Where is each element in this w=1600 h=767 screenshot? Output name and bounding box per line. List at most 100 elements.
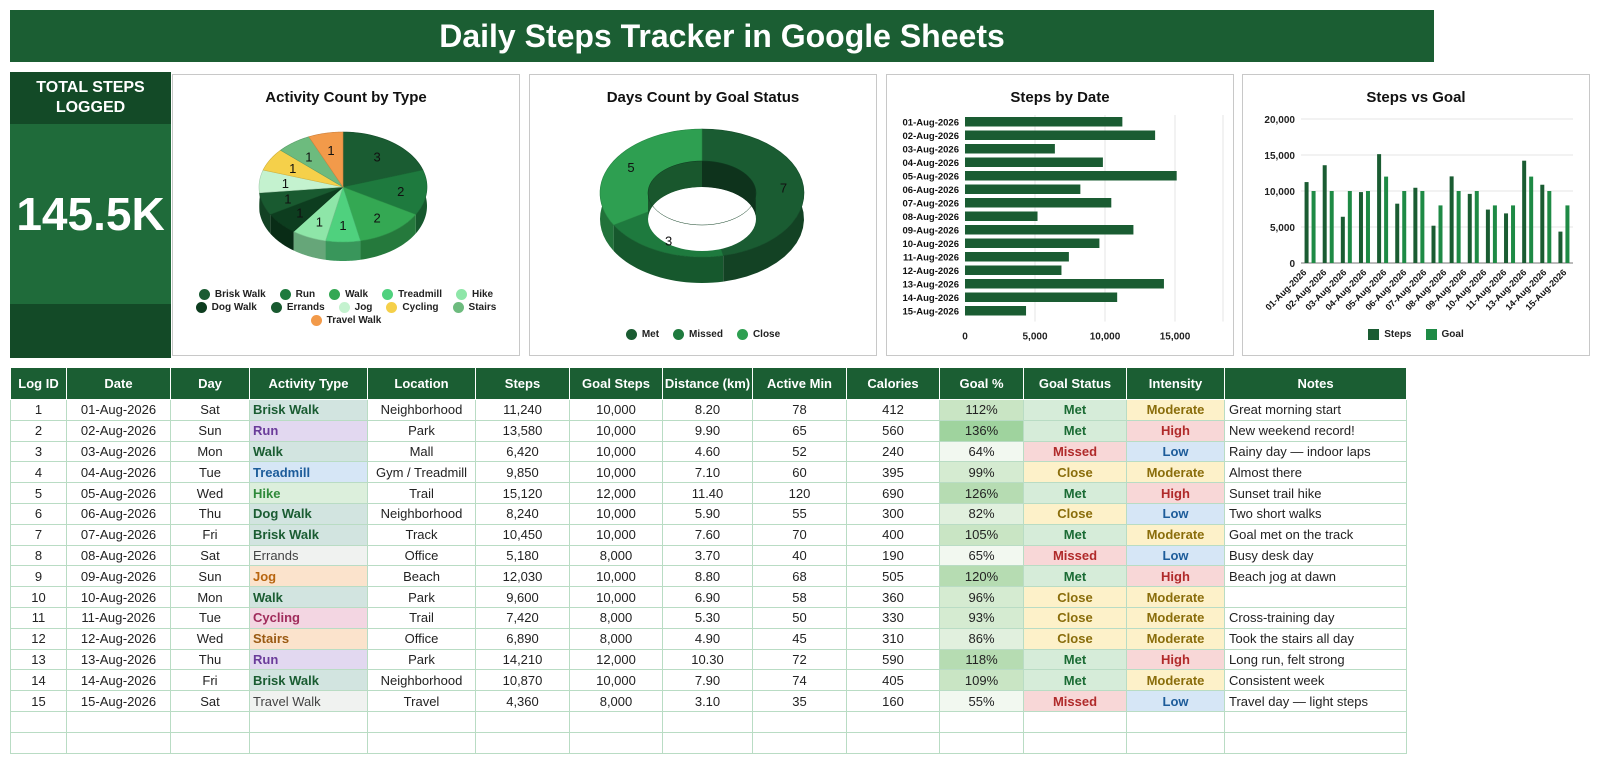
table-cell[interactable]: Neighborhood bbox=[367, 502, 476, 525]
table-cell[interactable]: Moderate bbox=[1126, 669, 1225, 692]
table-cell[interactable]: Trail bbox=[367, 482, 476, 504]
table-cell[interactable]: Sunset trail hike bbox=[1224, 482, 1407, 504]
table-cell[interactable]: 5.30 bbox=[662, 606, 753, 629]
table-cell[interactable]: 8,000 bbox=[569, 544, 663, 567]
table-cell[interactable]: 8,000 bbox=[569, 627, 663, 650]
table-cell[interactable]: Low bbox=[1126, 502, 1225, 525]
table-cell[interactable]: Track bbox=[367, 523, 476, 546]
table-cell[interactable]: 109% bbox=[939, 669, 1024, 692]
column-header[interactable]: Goal Status bbox=[1023, 367, 1127, 400]
table-cell[interactable]: Mon bbox=[170, 440, 250, 463]
table-cell[interactable]: 3.10 bbox=[662, 690, 753, 712]
table-cell[interactable]: 300 bbox=[846, 502, 940, 525]
table-cell[interactable]: 9,600 bbox=[475, 586, 570, 608]
table-cell[interactable]: Office bbox=[367, 627, 476, 650]
table-cell[interactable]: Moderate bbox=[1126, 606, 1225, 629]
table-cell[interactable]: 4 bbox=[10, 461, 67, 484]
table-cell[interactable]: High bbox=[1126, 419, 1225, 442]
table-cell[interactable]: Met bbox=[1023, 399, 1127, 421]
table-cell[interactable]: 70 bbox=[752, 523, 847, 546]
table-cell[interactable] bbox=[475, 731, 570, 754]
table-cell[interactable]: 3 bbox=[10, 440, 67, 463]
table-cell[interactable]: 10,870 bbox=[475, 669, 570, 692]
table-cell[interactable]: Two short walks bbox=[1224, 502, 1407, 525]
table-cell[interactable]: Moderate bbox=[1126, 586, 1225, 608]
table-cell[interactable]: Close bbox=[1023, 627, 1127, 650]
table-cell[interactable]: 58 bbox=[752, 586, 847, 608]
table-cell[interactable]: 240 bbox=[846, 440, 940, 463]
table-cell[interactable]: Sat bbox=[170, 399, 250, 421]
table-cell[interactable]: 590 bbox=[846, 648, 940, 671]
goal-status-chart[interactable]: Days Count by Goal Status 7 3 5 Met Missed C… bbox=[529, 74, 877, 356]
steps-vs-goal-chart[interactable]: Steps vs Goal 0 5,000 10,000 15,000 20,000 01… bbox=[1242, 74, 1590, 356]
empty-row[interactable] bbox=[10, 731, 1407, 754]
table-row[interactable]: 15 15-Aug-2026 Sat Travel Walk Travel 4,360 8,… bbox=[10, 690, 1407, 712]
table-cell[interactable]: Long run, felt strong bbox=[1224, 648, 1407, 671]
table-cell[interactable]: Sun bbox=[170, 565, 250, 588]
table-cell[interactable]: Close bbox=[1023, 502, 1127, 525]
table-cell[interactable]: 60 bbox=[752, 461, 847, 484]
table-row[interactable]: 3 03-Aug-2026 Mon Walk Mall 6,420 10,000 4.60 52… bbox=[10, 440, 1407, 463]
table-cell[interactable]: Beach bbox=[367, 565, 476, 588]
table-cell[interactable]: New weekend record! bbox=[1224, 419, 1407, 442]
table-cell[interactable] bbox=[249, 710, 368, 733]
table-cell[interactable]: Brisk Walk bbox=[249, 669, 368, 692]
table-cell[interactable]: 7.10 bbox=[662, 461, 753, 484]
column-header[interactable]: Goal % bbox=[939, 367, 1024, 400]
table-cell[interactable]: 360 bbox=[846, 586, 940, 608]
table-cell[interactable]: Great morning start bbox=[1224, 399, 1407, 421]
table-cell[interactable]: Travel Walk bbox=[249, 690, 368, 712]
steps-log-table[interactable]: Log ID Date Day Activity Type Location Steps G… bbox=[10, 367, 1407, 754]
table-cell[interactable] bbox=[66, 731, 171, 754]
table-cell[interactable] bbox=[10, 710, 67, 733]
table-cell[interactable]: 505 bbox=[846, 565, 940, 588]
table-cell[interactable]: 5.90 bbox=[662, 502, 753, 525]
table-cell[interactable]: 112% bbox=[939, 399, 1024, 421]
column-header[interactable]: Log ID bbox=[10, 367, 67, 400]
table-cell[interactable]: 10,000 bbox=[569, 461, 663, 484]
table-cell[interactable]: Met bbox=[1023, 669, 1127, 692]
table-cell[interactable]: 15,120 bbox=[475, 482, 570, 504]
table-cell[interactable]: 310 bbox=[846, 627, 940, 650]
table-cell[interactable]: 10,000 bbox=[569, 399, 663, 421]
table-cell[interactable]: Trail bbox=[367, 606, 476, 629]
table-cell[interactable]: Park bbox=[367, 419, 476, 442]
table-cell[interactable]: 7,420 bbox=[475, 606, 570, 629]
table-cell[interactable]: 78 bbox=[752, 399, 847, 421]
table-cell[interactable]: 8.20 bbox=[662, 399, 753, 421]
table-cell[interactable]: 13 bbox=[10, 648, 67, 671]
table-row[interactable]: 8 08-Aug-2026 Sat Errands Office 5,180 8,000 3.… bbox=[10, 544, 1407, 567]
table-cell[interactable]: 12-Aug-2026 bbox=[66, 627, 171, 650]
table-cell[interactable]: Errands bbox=[249, 544, 368, 567]
table-cell[interactable]: Thu bbox=[170, 502, 250, 525]
column-header[interactable]: Activity Type bbox=[249, 367, 368, 400]
table-cell[interactable]: Travel bbox=[367, 690, 476, 712]
table-cell[interactable]: 120 bbox=[752, 482, 847, 504]
table-cell[interactable]: 14 bbox=[10, 669, 67, 692]
table-cell[interactable]: 395 bbox=[846, 461, 940, 484]
table-cell[interactable]: 13,580 bbox=[475, 419, 570, 442]
table-row[interactable]: 14 14-Aug-2026 Fri Brisk Walk Neighborhood 10… bbox=[10, 669, 1407, 692]
table-cell[interactable]: Low bbox=[1126, 440, 1225, 463]
table-cell[interactable]: 12,000 bbox=[569, 648, 663, 671]
column-header[interactable]: Date bbox=[66, 367, 171, 400]
table-cell[interactable]: 74 bbox=[752, 669, 847, 692]
table-cell[interactable]: 99% bbox=[939, 461, 1024, 484]
table-cell[interactable]: Rainy day — indoor laps bbox=[1224, 440, 1407, 463]
table-cell[interactable]: 160 bbox=[846, 690, 940, 712]
table-cell[interactable]: 690 bbox=[846, 482, 940, 504]
table-cell[interactable] bbox=[10, 731, 67, 754]
table-cell[interactable]: 12,030 bbox=[475, 565, 570, 588]
table-cell[interactable]: 120% bbox=[939, 565, 1024, 588]
column-header[interactable]: Location bbox=[367, 367, 476, 400]
table-cell[interactable]: Thu bbox=[170, 648, 250, 671]
table-cell[interactable]: Moderate bbox=[1126, 461, 1225, 484]
table-cell[interactable]: Consistent week bbox=[1224, 669, 1407, 692]
table-cell[interactable]: Stairs bbox=[249, 627, 368, 650]
table-cell[interactable]: Jog bbox=[249, 565, 368, 588]
table-cell[interactable]: 190 bbox=[846, 544, 940, 567]
table-cell[interactable]: Met bbox=[1023, 648, 1127, 671]
table-cell[interactable]: Sat bbox=[170, 544, 250, 567]
table-cell[interactable]: 10.30 bbox=[662, 648, 753, 671]
table-cell[interactable]: Wed bbox=[170, 482, 250, 504]
